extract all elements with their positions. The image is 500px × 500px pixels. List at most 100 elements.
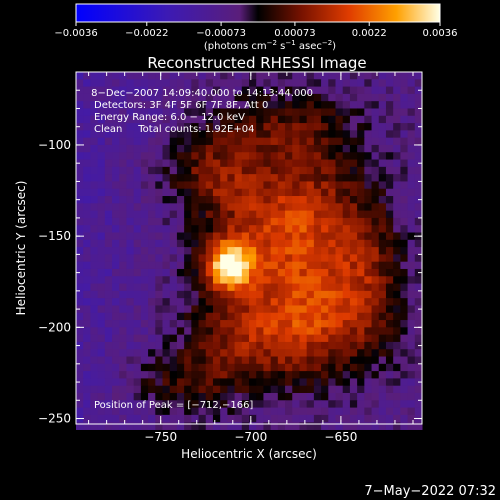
heatmap-cell [313, 334, 322, 343]
heatmap-cell [140, 320, 149, 328]
heatmap-cell [162, 320, 171, 328]
heatmap-cell [155, 174, 163, 182]
heatmap-cell [191, 137, 200, 146]
heatmap-cell [90, 72, 99, 80]
heatmap-cell [342, 174, 351, 182]
heatmap-cell [378, 312, 387, 321]
heatmap-cell [176, 276, 185, 285]
heatmap-cell [133, 108, 142, 117]
heatmap-cell [155, 79, 163, 88]
heatmap-cell [184, 363, 192, 372]
heatmap-cell [335, 137, 344, 146]
heatmap-cell [321, 86, 329, 95]
heatmap-cell [119, 261, 127, 270]
heatmap-cell [292, 232, 300, 241]
heatmap-cell [400, 217, 409, 226]
heatmap-cell [133, 93, 142, 102]
heatmap-cell [191, 210, 200, 219]
heatmap-cell [277, 130, 286, 139]
heatmap-cell [148, 341, 156, 350]
heatmap-cell [299, 144, 308, 153]
heatmap-cell [385, 422, 394, 430]
heatmap-cell [112, 378, 120, 387]
heatmap-cell [393, 239, 401, 248]
heatmap-cell [357, 363, 365, 372]
heatmap-cell [378, 86, 387, 95]
heatmap-cell [378, 378, 387, 387]
heatmap-cell [227, 239, 236, 248]
heatmap-cell [83, 123, 91, 131]
heatmap-cell [97, 371, 106, 379]
heatmap-cell [371, 101, 380, 109]
heatmap-cell [212, 349, 221, 358]
heatmap-cell [162, 400, 171, 409]
heatmap-cell [227, 86, 236, 95]
heatmap-cell [241, 108, 250, 117]
heatmap-cell [335, 400, 344, 409]
heatmap-cell [76, 407, 84, 416]
heatmap-cell [256, 144, 264, 153]
heatmap-cell [328, 312, 336, 321]
heatmap-cell [270, 334, 279, 343]
heatmap-cell [321, 414, 329, 423]
heatmap-cell [83, 79, 91, 88]
heatmap-cell [176, 349, 185, 358]
heatmap-cell [126, 247, 135, 255]
heatmap-cell [270, 320, 279, 328]
heatmap-cell [313, 349, 322, 358]
heatmap-cell [292, 254, 300, 263]
heatmap-cell [249, 305, 257, 314]
heatmap-cell [256, 414, 264, 423]
heatmap-cell [385, 159, 394, 168]
heatmap-cell [212, 385, 221, 394]
heatmap-cell [90, 130, 99, 139]
heatmap-cell [299, 378, 308, 387]
heatmap-cell [270, 371, 279, 379]
heatmap-cell [227, 152, 236, 161]
heatmap-cell [407, 130, 416, 139]
heatmap-cell [393, 356, 401, 365]
heatmap-cell [321, 101, 329, 109]
heatmap-cell [198, 166, 207, 175]
heatmap-cell [155, 334, 163, 343]
heatmap-cell [241, 363, 250, 372]
heatmap-cell [385, 152, 394, 161]
heatmap-cell [133, 327, 142, 336]
heatmap-cell [414, 247, 423, 255]
heatmap-cell [263, 174, 272, 182]
heatmap-cell [227, 232, 236, 241]
heatmap-cell [169, 320, 178, 328]
heatmap-cell [342, 188, 351, 197]
heatmap-cell [241, 400, 250, 409]
heatmap-cell [220, 283, 228, 292]
heatmap-cell [97, 152, 106, 161]
heatmap-cell [299, 334, 308, 343]
heatmap-cell [119, 268, 127, 277]
heatmap-cell [184, 72, 192, 80]
heatmap-cell [299, 254, 308, 263]
heatmap-cell [198, 385, 207, 394]
heatmap-cell [292, 327, 300, 336]
heatmap-cell [385, 166, 394, 175]
heatmap-cell [414, 327, 423, 336]
heatmap-cell [263, 225, 272, 233]
heatmap-cell [328, 86, 336, 95]
heatmap-cell [328, 385, 336, 394]
heatmap-cell [328, 247, 336, 255]
heatmap-cell [400, 356, 409, 365]
heatmap-cell [306, 407, 315, 416]
heatmap-cell [407, 261, 416, 270]
heatmap-cell [241, 115, 250, 124]
heatmap-cell [205, 422, 214, 430]
heatmap-cell [385, 196, 394, 204]
heatmap-cell [76, 276, 84, 285]
heatmap-cell [292, 283, 300, 292]
heatmap-cell [126, 225, 135, 233]
heatmap-cell [191, 283, 200, 292]
heatmap-cell [220, 152, 228, 161]
heatmap-cell [97, 239, 106, 248]
heatmap-cell [335, 363, 344, 372]
heatmap-cell [328, 225, 336, 233]
heatmap-cell [306, 93, 315, 102]
heatmap-cell [321, 400, 329, 409]
